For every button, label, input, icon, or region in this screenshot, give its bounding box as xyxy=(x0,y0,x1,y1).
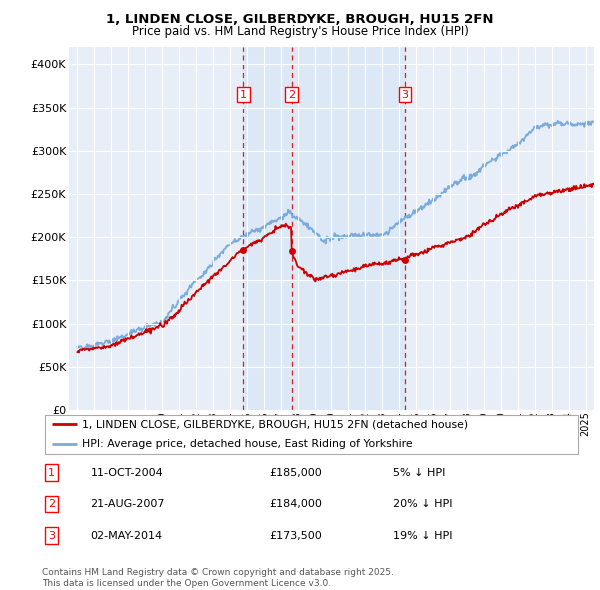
FancyBboxPatch shape xyxy=(45,415,578,454)
Text: 1, LINDEN CLOSE, GILBERDYKE, BROUGH, HU15 2FN (detached house): 1, LINDEN CLOSE, GILBERDYKE, BROUGH, HU1… xyxy=(83,419,469,430)
Text: 2: 2 xyxy=(48,499,55,509)
Text: 1, LINDEN CLOSE, GILBERDYKE, BROUGH, HU15 2FN: 1, LINDEN CLOSE, GILBERDYKE, BROUGH, HU1… xyxy=(106,13,494,26)
Text: 21-AUG-2007: 21-AUG-2007 xyxy=(91,499,165,509)
Text: Price paid vs. HM Land Registry's House Price Index (HPI): Price paid vs. HM Land Registry's House … xyxy=(131,25,469,38)
Bar xyxy=(244,47,405,410)
Text: £173,500: £173,500 xyxy=(269,530,322,540)
Text: £184,000: £184,000 xyxy=(269,499,322,509)
Text: 5% ↓ HPI: 5% ↓ HPI xyxy=(393,468,445,477)
Text: 2: 2 xyxy=(288,90,295,100)
Text: 3: 3 xyxy=(401,90,409,100)
Text: 02-MAY-2014: 02-MAY-2014 xyxy=(91,530,163,540)
Text: 20% ↓ HPI: 20% ↓ HPI xyxy=(393,499,452,509)
Text: 3: 3 xyxy=(48,530,55,540)
Text: 1: 1 xyxy=(48,468,55,477)
Text: £185,000: £185,000 xyxy=(269,468,322,477)
Text: 19% ↓ HPI: 19% ↓ HPI xyxy=(393,530,452,540)
Text: 1: 1 xyxy=(240,90,247,100)
Text: Contains HM Land Registry data © Crown copyright and database right 2025.
This d: Contains HM Land Registry data © Crown c… xyxy=(42,568,394,588)
Text: 11-OCT-2004: 11-OCT-2004 xyxy=(91,468,163,477)
Text: HPI: Average price, detached house, East Riding of Yorkshire: HPI: Average price, detached house, East… xyxy=(83,439,413,449)
